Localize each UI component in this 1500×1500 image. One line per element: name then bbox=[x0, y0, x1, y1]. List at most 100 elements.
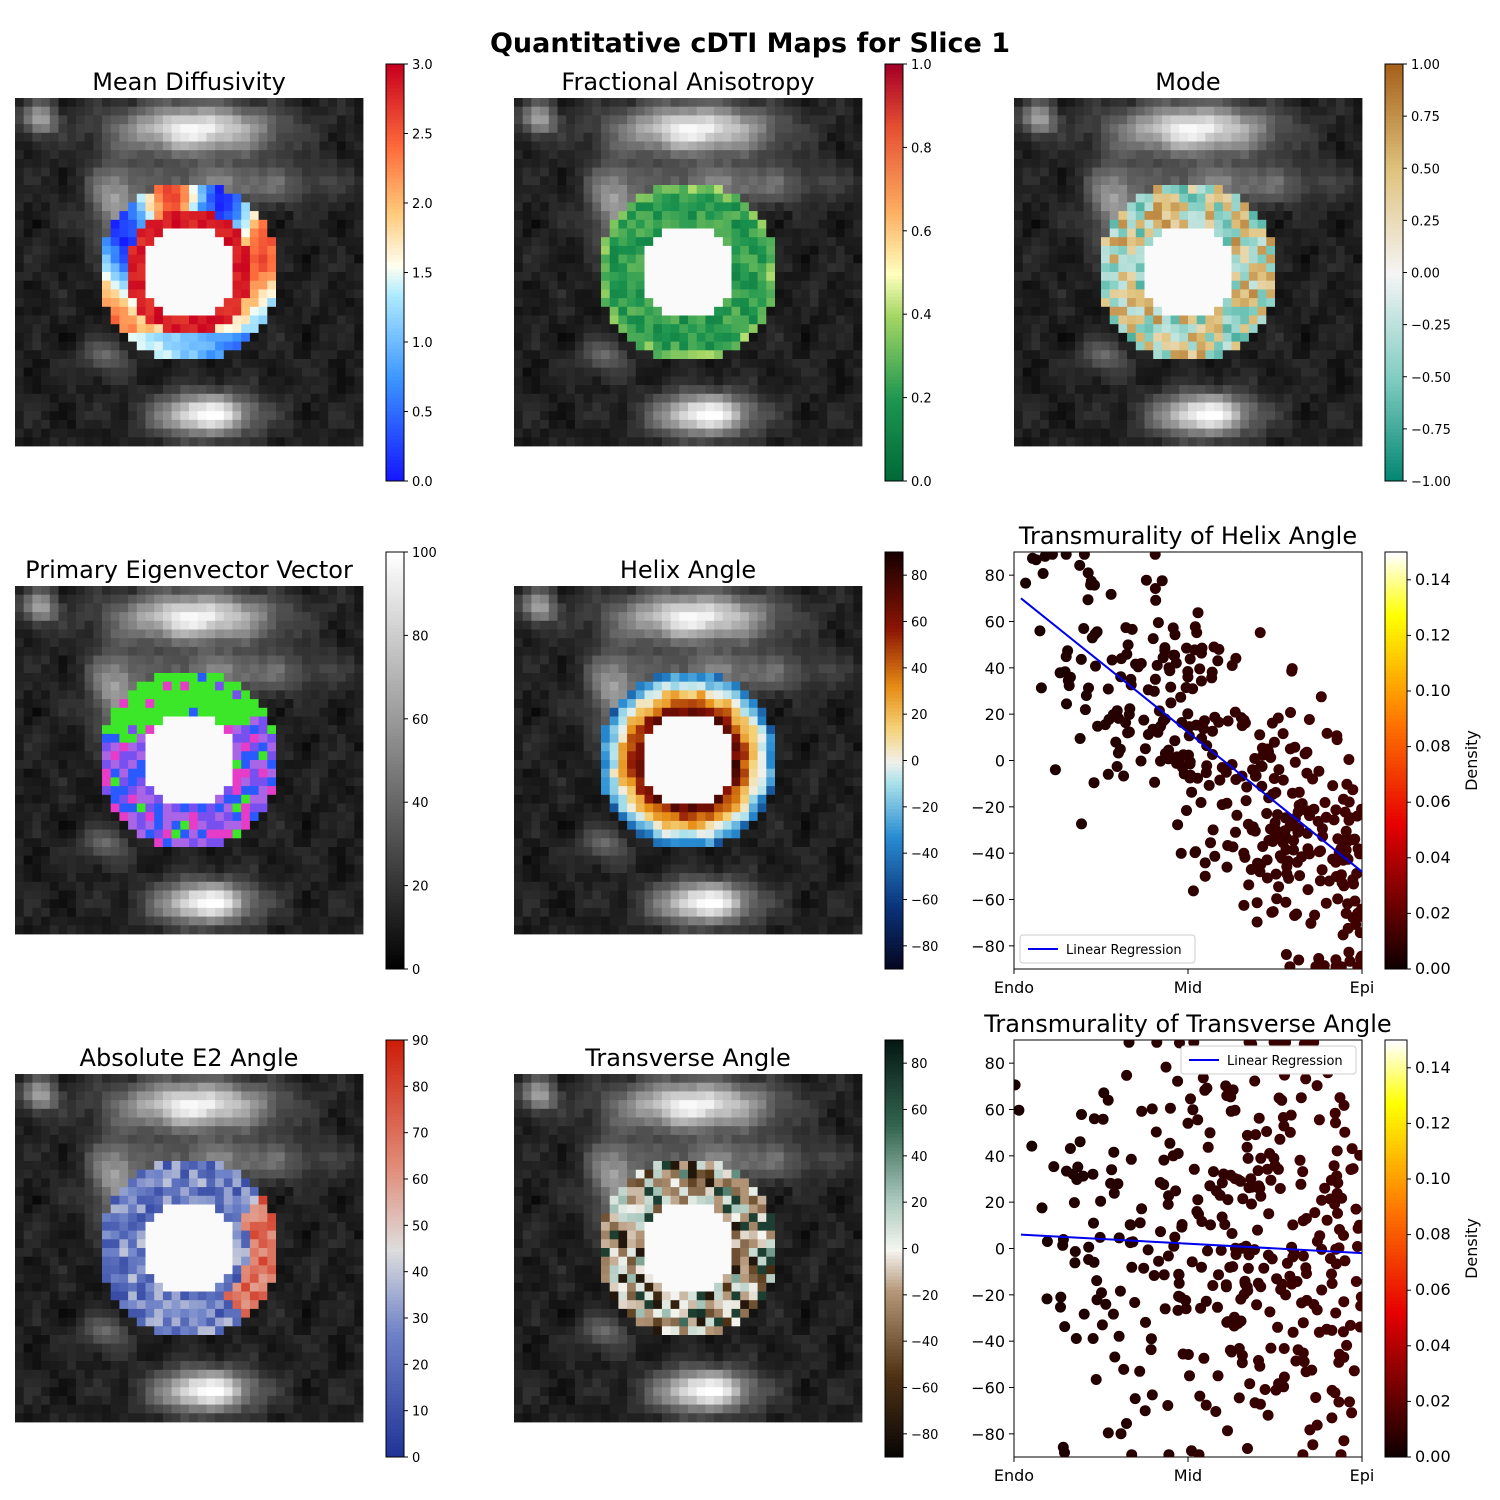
pixel bbox=[557, 219, 567, 229]
pixel bbox=[1222, 332, 1232, 342]
pixel bbox=[1283, 167, 1293, 177]
pixel bbox=[197, 289, 207, 299]
pixel bbox=[15, 306, 25, 316]
pixel bbox=[679, 385, 689, 395]
pixel bbox=[748, 150, 758, 160]
pixel bbox=[293, 254, 303, 264]
pixel bbox=[679, 315, 689, 325]
pixel bbox=[1353, 367, 1363, 377]
pixel bbox=[844, 367, 854, 377]
pixel bbox=[276, 411, 286, 421]
pixel bbox=[197, 263, 207, 273]
pixel bbox=[679, 211, 689, 221]
pixel bbox=[336, 289, 346, 299]
pixel bbox=[801, 132, 811, 142]
pixel bbox=[731, 428, 741, 438]
pixel bbox=[1222, 185, 1232, 195]
pixel bbox=[627, 228, 637, 238]
pixel bbox=[84, 219, 94, 229]
pixel bbox=[67, 237, 77, 247]
pixel bbox=[1240, 193, 1250, 203]
pixel bbox=[284, 193, 294, 203]
pixel bbox=[1101, 219, 1111, 229]
pixel bbox=[722, 428, 732, 438]
pixel bbox=[514, 245, 524, 255]
pixel bbox=[1318, 298, 1328, 308]
pixel bbox=[249, 419, 259, 429]
pixel bbox=[714, 332, 724, 342]
pixel bbox=[618, 132, 628, 142]
pixel bbox=[679, 393, 689, 403]
colorbar-segment bbox=[386, 463, 404, 468]
pixel bbox=[1170, 132, 1180, 142]
panel-1-image: Fractional Anisotropy bbox=[514, 68, 863, 447]
pixel bbox=[67, 202, 77, 212]
pixel bbox=[1318, 202, 1328, 212]
pixel bbox=[119, 211, 129, 221]
pixel bbox=[319, 228, 329, 238]
colorbar-segment bbox=[386, 203, 404, 207]
pixel bbox=[1048, 115, 1058, 125]
pixel bbox=[1196, 341, 1206, 351]
pixel bbox=[249, 315, 259, 325]
pixel bbox=[1109, 254, 1119, 264]
pixel bbox=[102, 367, 112, 377]
pixel bbox=[1257, 141, 1267, 151]
pixel bbox=[783, 219, 793, 229]
colorbar-segment bbox=[386, 328, 404, 333]
pixel bbox=[171, 98, 181, 108]
pixel bbox=[75, 359, 85, 369]
pixel bbox=[835, 158, 845, 168]
pixel bbox=[1205, 376, 1215, 386]
pixel bbox=[1074, 202, 1084, 212]
pixel bbox=[1066, 359, 1076, 369]
pixel bbox=[1109, 245, 1119, 255]
pixel bbox=[775, 315, 785, 325]
pixel bbox=[1257, 367, 1267, 377]
pixel bbox=[284, 141, 294, 151]
pixel bbox=[180, 141, 190, 151]
pixel bbox=[293, 245, 303, 255]
pixel bbox=[258, 332, 268, 342]
pixel bbox=[540, 367, 550, 377]
pixel bbox=[1196, 411, 1206, 421]
pixel bbox=[276, 167, 286, 177]
pixel bbox=[574, 341, 584, 351]
pixel bbox=[853, 315, 863, 325]
pixel bbox=[574, 419, 584, 429]
pixel bbox=[627, 124, 637, 134]
colorbar-segment bbox=[885, 175, 903, 180]
pixel bbox=[548, 202, 558, 212]
pixel bbox=[197, 158, 207, 168]
pixel bbox=[154, 211, 164, 221]
pixel bbox=[1074, 211, 1084, 221]
pixel bbox=[189, 115, 199, 125]
pixel bbox=[601, 289, 611, 299]
pixel bbox=[783, 176, 793, 186]
pixel bbox=[1057, 124, 1067, 134]
pixel bbox=[775, 211, 785, 221]
pixel bbox=[1240, 167, 1250, 177]
pixel bbox=[566, 228, 576, 238]
pixel bbox=[232, 237, 242, 247]
pixel bbox=[189, 228, 199, 238]
pixel bbox=[557, 393, 567, 403]
pixel bbox=[627, 367, 637, 377]
pixel bbox=[215, 289, 225, 299]
pixel bbox=[757, 254, 767, 264]
pixel bbox=[171, 367, 181, 377]
pixel bbox=[84, 98, 94, 108]
pixel bbox=[1188, 263, 1198, 273]
pixel bbox=[197, 219, 207, 229]
pixel bbox=[49, 376, 59, 386]
pixel bbox=[1222, 376, 1232, 386]
pixel bbox=[844, 289, 854, 299]
pixel bbox=[41, 132, 51, 142]
pixel bbox=[1344, 280, 1354, 290]
pixel bbox=[284, 245, 294, 255]
pixel bbox=[32, 98, 42, 108]
pixel bbox=[58, 359, 68, 369]
pixel bbox=[1083, 124, 1093, 134]
pixel bbox=[1327, 332, 1337, 342]
pixel bbox=[336, 428, 346, 438]
